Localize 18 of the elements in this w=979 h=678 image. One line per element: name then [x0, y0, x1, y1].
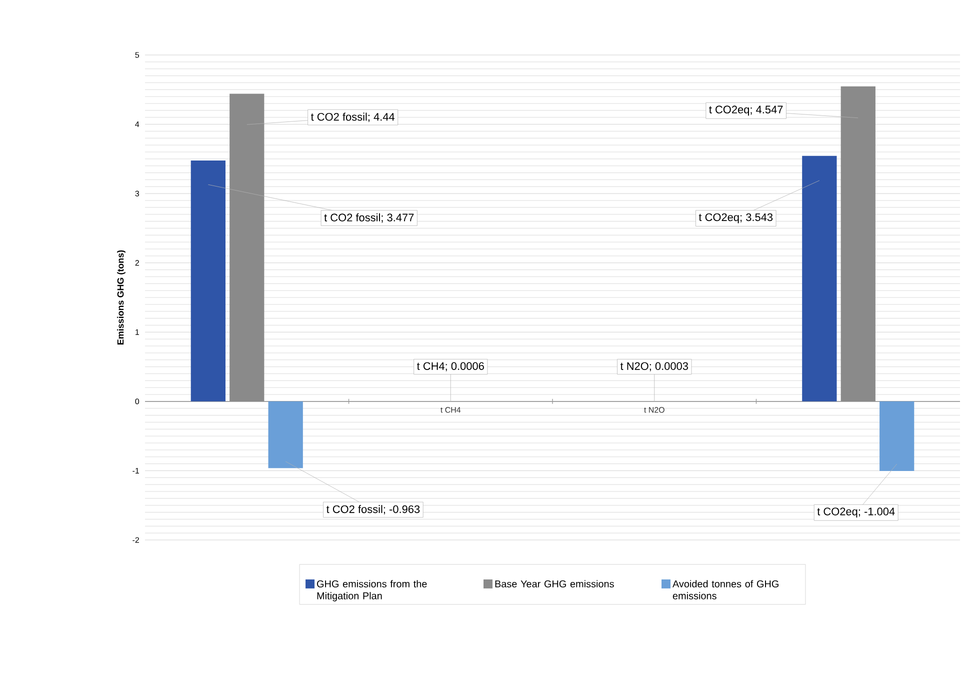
bar — [880, 401, 914, 471]
bar — [268, 401, 303, 468]
data-label: t CO2 fossil; 4.44 — [310, 112, 395, 122]
data-label: t CO2eq; 3.543 — [698, 213, 773, 224]
bar — [190, 160, 226, 402]
data-label: t CH4; 0.0006 — [416, 362, 484, 372]
data-label: t N2O; 0.0003 — [620, 362, 688, 372]
legend-label: Base Year GHG emissions — [495, 580, 614, 588]
bar — [802, 156, 837, 402]
data-label: t CO2eq; 4.547 — [709, 106, 783, 116]
legend-label: Avoided tonnes of GHG emissions — [672, 580, 778, 600]
legend-label: GHG emissions from the Mitigation Plan — [317, 580, 427, 602]
bar — [230, 94, 264, 402]
y-axis-title: Emissions GHG (tons) — [117, 250, 126, 344]
data-label: t CO2 fossil; -0.963 — [326, 505, 420, 514]
bar — [840, 86, 876, 402]
data-label: t CO2eq; -1.004 — [817, 508, 895, 518]
data-label: t CO2 fossil; 3.477 — [324, 213, 414, 223]
